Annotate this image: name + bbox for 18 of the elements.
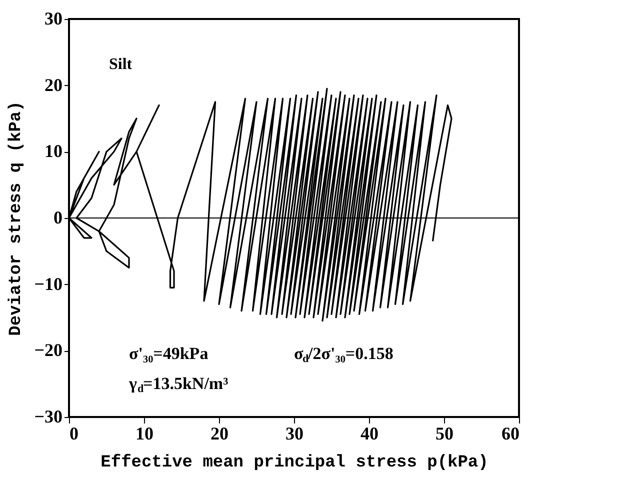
y-tick-label: 0	[54, 208, 62, 228]
x-axis-title: Effective mean principal stress p(kPa)	[100, 454, 488, 472]
x-tick-label: 30	[286, 424, 304, 444]
y-tick-label: 10	[44, 141, 62, 162]
x-tick-label: 0	[70, 424, 78, 444]
y-tick-label: −30	[34, 406, 62, 426]
x-tick-label: 50	[436, 424, 454, 444]
y-tick-label: −10	[34, 274, 62, 294]
x-tick-label: 60	[502, 424, 520, 444]
annotation: σ'₃₀=49kPa	[129, 344, 209, 363]
y-axis-title: Deviator stress q (kPa)	[7, 101, 26, 336]
x-tick-label: 40	[360, 424, 378, 444]
y-tick-label: 20	[44, 74, 62, 95]
annotation: Silt	[109, 56, 133, 73]
x-tick-label: 20	[210, 424, 228, 444]
y-tick-label: 30	[44, 8, 62, 28]
y-tick-label: −20	[34, 340, 62, 360]
x-tick-label: 10	[136, 424, 154, 444]
